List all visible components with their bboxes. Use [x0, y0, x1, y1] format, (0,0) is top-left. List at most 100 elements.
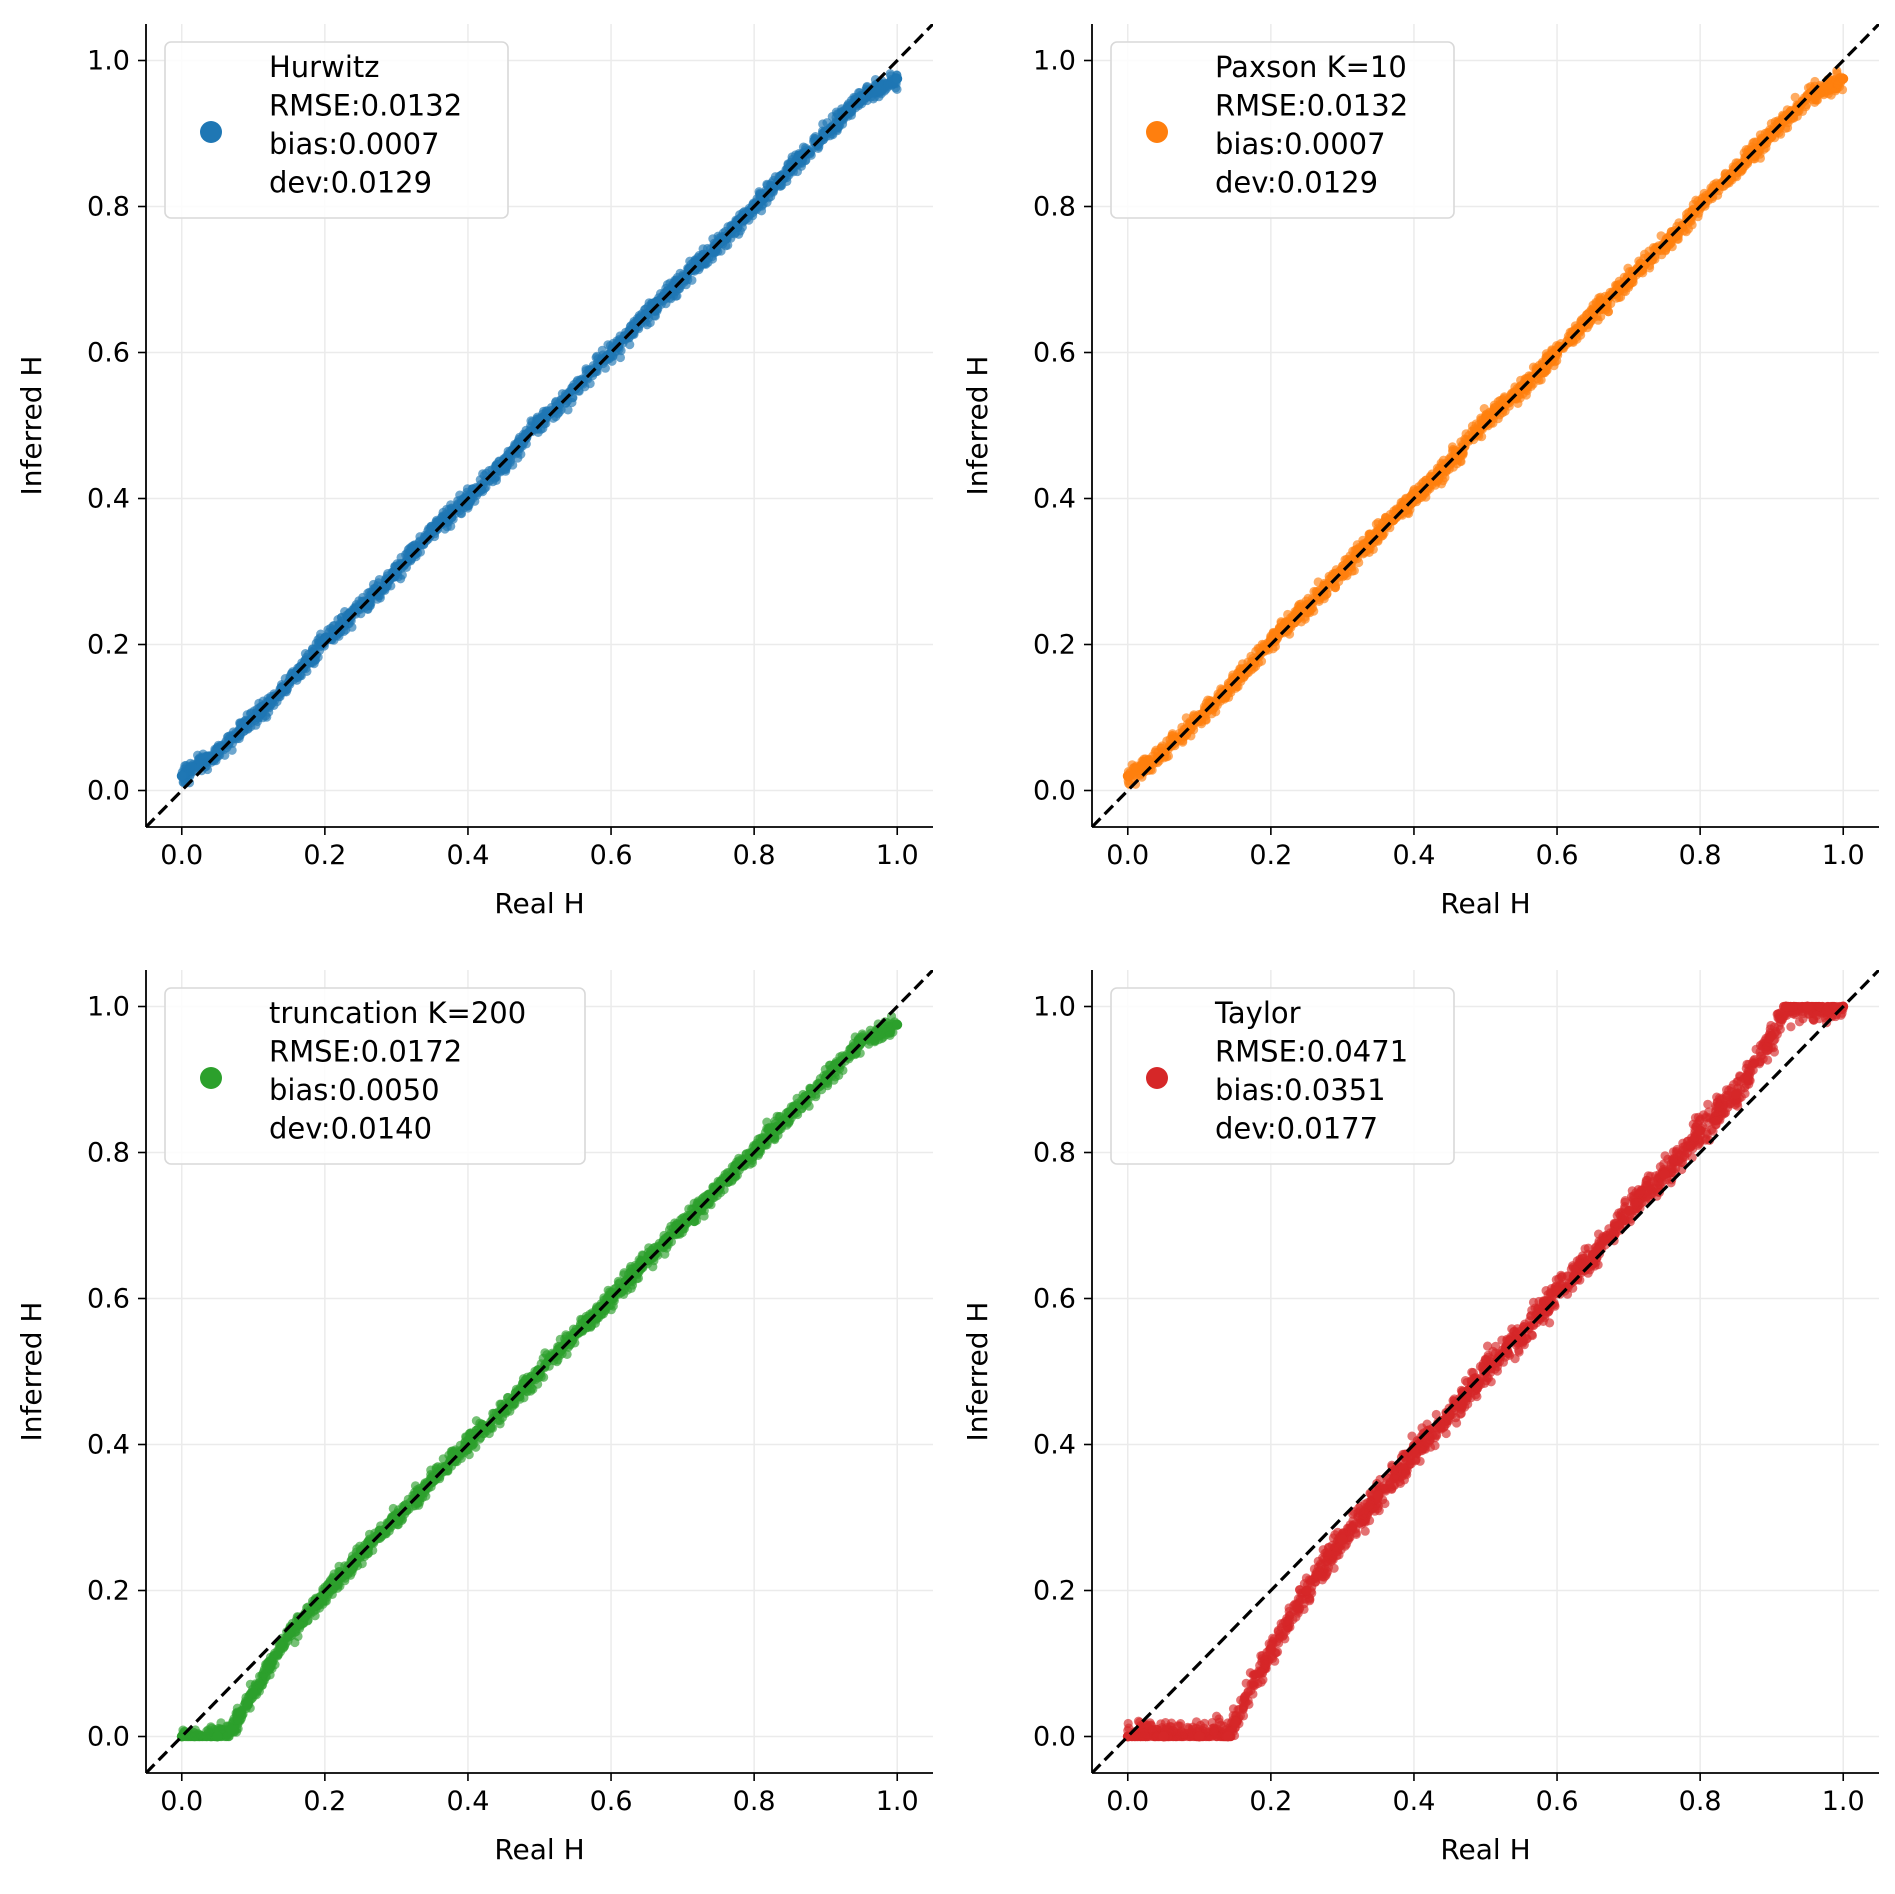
- data-point: [752, 194, 762, 204]
- data-point: [1448, 444, 1458, 455]
- legend-text: RMSE:0.0132: [1215, 89, 1408, 123]
- x-tick-label: 0.8: [733, 840, 776, 871]
- x-tick-label: 0.0: [160, 840, 203, 871]
- data-point: [1815, 89, 1825, 99]
- data-point: [615, 331, 625, 341]
- y-axis-label: Inferred H: [15, 356, 48, 496]
- data-point: [793, 153, 803, 163]
- data-point: [728, 1165, 739, 1175]
- data-point: [1385, 515, 1395, 525]
- y-tick-label: 0.8: [87, 192, 130, 223]
- data-point: [762, 179, 772, 189]
- data-point: [754, 187, 764, 197]
- data-point: [650, 311, 661, 321]
- data-point: [599, 1293, 609, 1303]
- legend: Hurwitz RMSE:0.0132 bias:0.0007 dev:0.0129: [164, 41, 509, 219]
- data-point: [1215, 696, 1226, 706]
- data-point: [388, 1503, 398, 1514]
- data-point: [1534, 375, 1544, 385]
- x-axis-label: Real H: [494, 887, 584, 920]
- data-point: [227, 745, 237, 755]
- data-point: [456, 508, 466, 518]
- data-point: [809, 133, 819, 143]
- data-point: [1635, 258, 1645, 268]
- data-point: [1436, 458, 1446, 468]
- y-tick-label: 0.8: [1033, 192, 1076, 223]
- identity-reference-line: [146, 24, 933, 827]
- data-point: [615, 352, 626, 363]
- legend: Paxson K=10RMSE:0.0132bias:0.0007dev:0.0…: [1110, 41, 1455, 219]
- data-point: [1782, 105, 1792, 115]
- data-point: [265, 1670, 275, 1680]
- x-tick-label: 0.6: [590, 840, 633, 871]
- y-tick-label: 0.6: [87, 338, 130, 369]
- legend-text: bias:0.0007: [1215, 127, 1386, 161]
- data-point: [1401, 493, 1411, 503]
- chart-panel-2: 0.0 0.2 0.4 0.6 0.8 1.00.00.20.40.60.81.0Real…: [961, 24, 1879, 920]
- data-point: [462, 484, 473, 494]
- data-point: [213, 1723, 223, 1734]
- data-point: [662, 280, 673, 290]
- data-point: [176, 770, 187, 781]
- data-point: [687, 275, 697, 285]
- x-axis-label: Real H: [1440, 887, 1530, 920]
- data-point: [1806, 82, 1816, 92]
- x-tick-label: 1.0: [1822, 840, 1865, 871]
- legend-text: dev:0.0129: [269, 166, 432, 200]
- data-point: [1790, 92, 1800, 102]
- data-point: [745, 209, 755, 220]
- y-tick-label: 0.2: [1033, 630, 1076, 661]
- data-point: [832, 109, 843, 119]
- data-point: [1354, 557, 1364, 568]
- data-point: [1398, 501, 1408, 511]
- x-tick-label: 0.8: [1679, 840, 1722, 871]
- legend-text: bias:0.0007: [269, 127, 440, 161]
- data-point: [1766, 119, 1776, 129]
- data-point: [421, 1491, 431, 1501]
- data-point: [1750, 154, 1760, 164]
- data-point: [491, 475, 501, 485]
- y-tick-label: 0.2: [87, 630, 130, 661]
- data-point: [1377, 518, 1387, 528]
- data-point: [1389, 506, 1399, 516]
- legend-text: Paxson K=10: [1215, 50, 1407, 84]
- data-point: [1181, 713, 1191, 723]
- data-point: [1640, 249, 1650, 259]
- data-point: [230, 734, 240, 744]
- data-point: [310, 1611, 320, 1621]
- data-point: [516, 449, 526, 459]
- data-point: [243, 724, 253, 734]
- data-point: [526, 426, 536, 436]
- data-point: [625, 340, 635, 350]
- x-tick-label: 1.0: [876, 840, 919, 871]
- data-point: [1720, 168, 1731, 178]
- legend-marker: [1146, 121, 1168, 143]
- data-point: [883, 80, 893, 90]
- data-point: [1677, 223, 1687, 233]
- legend-frame: [1110, 41, 1455, 219]
- y-axis-label: Inferred H: [961, 356, 994, 496]
- legend-text: Hurwitz: [269, 50, 379, 84]
- y-tick-label: 0.4: [87, 484, 130, 515]
- data-point: [1461, 429, 1471, 439]
- legend-text: RMSE:0.0132: [269, 89, 462, 123]
- identity-reference-line: [1092, 24, 1879, 827]
- data-point: [892, 73, 903, 84]
- legend-frame: [164, 41, 509, 219]
- data-point: [1373, 526, 1384, 537]
- y-tick-label: 1.0: [1033, 46, 1076, 77]
- chart-panel-1: 0.0 0.2 0.4 0.6 0.8 1.00.00.20.40.60.81.0Real…: [15, 24, 933, 920]
- data-point: [1730, 171, 1740, 181]
- x-tick-label: 0.0: [1106, 840, 1149, 871]
- data-point: [1165, 734, 1175, 745]
- data-point: [187, 762, 197, 772]
- data-point: [334, 1561, 344, 1571]
- data-point: [438, 1454, 448, 1464]
- data-point: [1644, 260, 1655, 270]
- data-point: [1276, 618, 1286, 628]
- y-tick-label: 0.0: [1033, 776, 1076, 807]
- data-point: [541, 406, 552, 416]
- data-point: [1122, 770, 1133, 781]
- x-tick-label: 0.2: [303, 840, 346, 871]
